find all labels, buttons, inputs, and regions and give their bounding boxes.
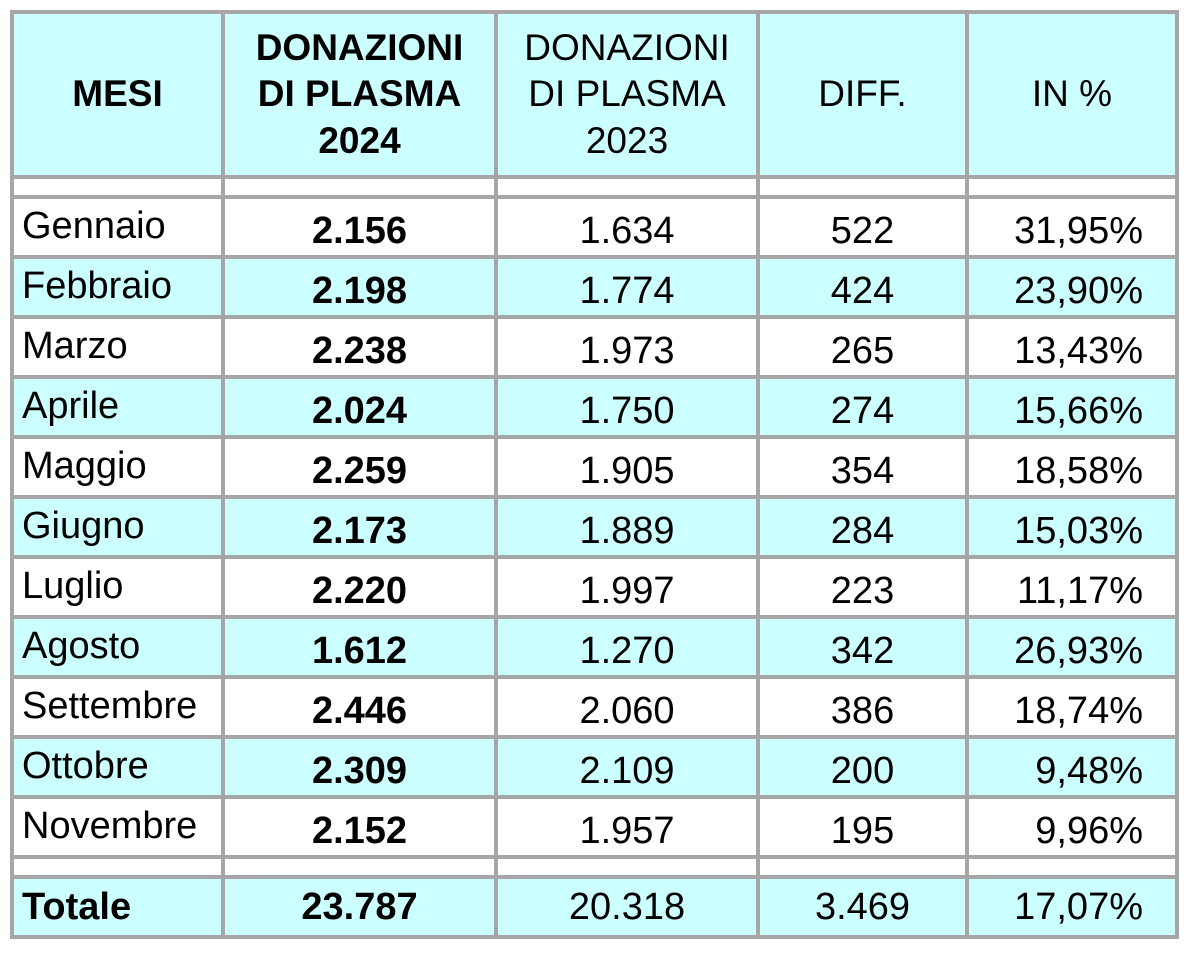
- donations-2024-cell: 2.152: [223, 797, 496, 857]
- percent-cell: 9,96%: [967, 797, 1177, 857]
- table-row: Ottobre 2.309 2.109 200 9,48%: [12, 737, 1177, 797]
- diff-cell: 386: [758, 677, 967, 737]
- donations-2023-cell: 1.957: [496, 797, 758, 857]
- donations-2024-cell: 2.238: [223, 317, 496, 377]
- diff-cell: 200: [758, 737, 967, 797]
- total-row: Totale 23.787 20.318 3.469 17,07%: [12, 877, 1177, 937]
- donations-2024-cell: 2.156: [223, 197, 496, 257]
- diff-cell: 274: [758, 377, 967, 437]
- total-label: Totale: [12, 877, 223, 937]
- percent-cell: 11,17%: [967, 557, 1177, 617]
- percent-cell: 31,95%: [967, 197, 1177, 257]
- total-diff: 3.469: [758, 877, 967, 937]
- percent-cell: 9,48%: [967, 737, 1177, 797]
- month-cell: Settembre: [12, 677, 223, 737]
- header-diff: DIFF.: [758, 12, 967, 177]
- donations-2023-cell: 1.634: [496, 197, 758, 257]
- table-row: Agosto 1.612 1.270 342 26,93%: [12, 617, 1177, 677]
- diff-cell: 195: [758, 797, 967, 857]
- diff-cell: 522: [758, 197, 967, 257]
- table-row: Maggio 2.259 1.905 354 18,58%: [12, 437, 1177, 497]
- donations-2023-cell: 1.270: [496, 617, 758, 677]
- diff-cell: 223: [758, 557, 967, 617]
- month-cell: Novembre: [12, 797, 223, 857]
- month-cell: Gennaio: [12, 197, 223, 257]
- donations-2023-cell: 1.889: [496, 497, 758, 557]
- header-donations-2024: DONAZIONI DI PLASMA 2024: [223, 12, 496, 177]
- percent-cell: 26,93%: [967, 617, 1177, 677]
- percent-cell: 23,90%: [967, 257, 1177, 317]
- donations-2023-cell: 2.109: [496, 737, 758, 797]
- percent-cell: 18,58%: [967, 437, 1177, 497]
- percent-cell: 18,74%: [967, 677, 1177, 737]
- header-donations-2024-line3: 2024: [318, 119, 401, 161]
- donations-2023-cell: 1.997: [496, 557, 758, 617]
- donations-2023-cell: 1.905: [496, 437, 758, 497]
- header-months: MESI: [12, 12, 223, 177]
- donations-2023-cell: 2.060: [496, 677, 758, 737]
- diff-cell: 342: [758, 617, 967, 677]
- donations-2024-cell: 1.612: [223, 617, 496, 677]
- donations-2024-cell: 2.220: [223, 557, 496, 617]
- spacer-row: [12, 857, 1177, 877]
- data-rows: Gennaio 2.156 1.634 522 31,95% Febbraio 2.198 1…: [12, 197, 1177, 857]
- donations-2023-cell: 1.973: [496, 317, 758, 377]
- donations-2024-cell: 2.309: [223, 737, 496, 797]
- total-donations-2024: 23.787: [223, 877, 496, 937]
- donations-2023-cell: 1.774: [496, 257, 758, 317]
- donations-2024-cell: 2.198: [223, 257, 496, 317]
- table-row: Novembre 2.152 1.957 195 9,96%: [12, 797, 1177, 857]
- header-percent: IN %: [967, 12, 1177, 177]
- plasma-donations-table: MESI DONAZIONI DI PLASMA 2024 DONAZIONI …: [10, 10, 1179, 939]
- table-row: Gennaio 2.156 1.634 522 31,95%: [12, 197, 1177, 257]
- table-row: Settembre 2.446 2.060 386 18,74%: [12, 677, 1177, 737]
- diff-cell: 424: [758, 257, 967, 317]
- table-row: Marzo 2.238 1.973 265 13,43%: [12, 317, 1177, 377]
- donations-2023-cell: 1.750: [496, 377, 758, 437]
- spacer-row: [12, 177, 1177, 197]
- total-percent: 17,07%: [967, 877, 1177, 937]
- diff-cell: 354: [758, 437, 967, 497]
- diff-cell: 284: [758, 497, 967, 557]
- month-cell: Giugno: [12, 497, 223, 557]
- header-donations-2023-line3: 2023: [585, 119, 669, 161]
- header-donations-2024-line2: DI PLASMA: [257, 73, 462, 115]
- month-cell: Aprile: [12, 377, 223, 437]
- percent-cell: 15,03%: [967, 497, 1177, 557]
- donations-2024-cell: 2.024: [223, 377, 496, 437]
- donations-2024-cell: 2.259: [223, 437, 496, 497]
- table-row: Aprile 2.024 1.750 274 15,66%: [12, 377, 1177, 437]
- table-row: Luglio 2.220 1.997 223 11,17%: [12, 557, 1177, 617]
- diff-cell: 265: [758, 317, 967, 377]
- header-donations-2023-line1: DONAZIONI: [524, 27, 730, 69]
- percent-cell: 15,66%: [967, 377, 1177, 437]
- month-cell: Febbraio: [12, 257, 223, 317]
- table-row: Giugno 2.173 1.889 284 15,03%: [12, 497, 1177, 557]
- percent-cell: 13,43%: [967, 317, 1177, 377]
- header-donations-2023-line2: DI PLASMA: [528, 73, 726, 115]
- month-cell: Ottobre: [12, 737, 223, 797]
- header-donations-2024-line1: DONAZIONI: [255, 27, 464, 69]
- header-row: MESI DONAZIONI DI PLASMA 2024 DONAZIONI …: [12, 12, 1177, 177]
- month-cell: Maggio: [12, 437, 223, 497]
- table-row: Febbraio 2.198 1.774 424 23,90%: [12, 257, 1177, 317]
- month-cell: Marzo: [12, 317, 223, 377]
- month-cell: Luglio: [12, 557, 223, 617]
- month-cell: Agosto: [12, 617, 223, 677]
- donations-2024-cell: 2.446: [223, 677, 496, 737]
- total-donations-2023: 20.318: [496, 877, 758, 937]
- header-donations-2023: DONAZIONI DI PLASMA 2023: [496, 12, 758, 177]
- donations-2024-cell: 2.173: [223, 497, 496, 557]
